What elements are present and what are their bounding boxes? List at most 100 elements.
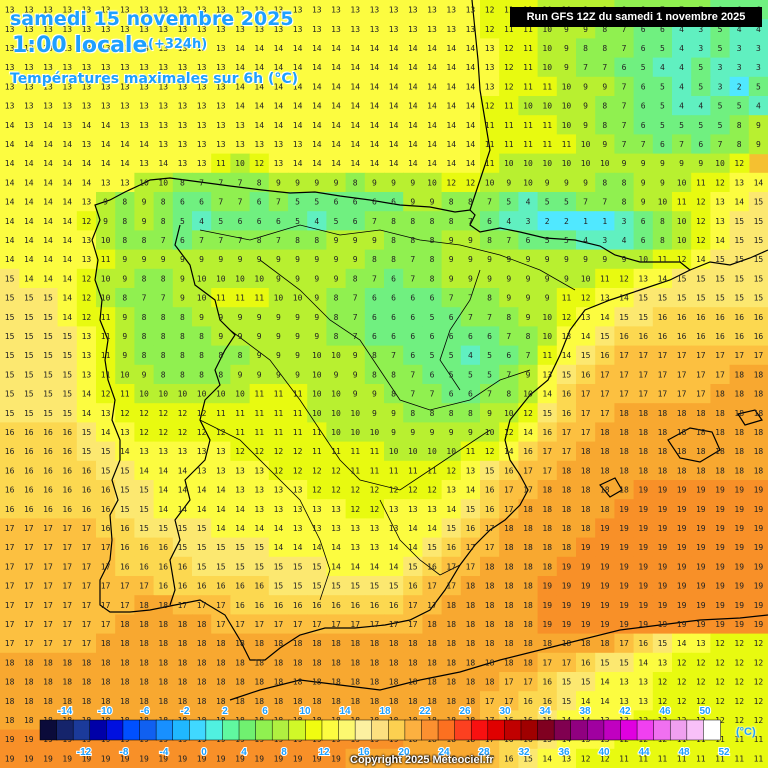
temperature-value: 2 (545, 217, 550, 226)
temperature-cell (38, 576, 59, 596)
temperature-cell (326, 480, 347, 500)
temperature-value: 12 (734, 658, 744, 667)
temperature-cell (633, 595, 654, 615)
temperature-cell (249, 556, 270, 577)
temperature-value: 19 (581, 601, 591, 610)
temperature-value: 14 (446, 44, 456, 53)
temperature-cell (364, 76, 385, 97)
temperature-value: 12 (581, 294, 591, 303)
temperature-cell (230, 576, 251, 596)
temperature-cell (38, 537, 59, 558)
temperature-value: 19 (178, 754, 188, 763)
temperature-value: 7 (199, 236, 204, 245)
temperature-value: 10 (446, 447, 456, 456)
temperature-cell (57, 422, 78, 443)
temperature-cell (76, 0, 97, 20)
temperature-cell (364, 748, 385, 768)
temperature-cell (19, 288, 39, 308)
temperature-value: 18 (235, 639, 245, 648)
temperature-cell (115, 38, 135, 59)
temperature-value: 15 (139, 505, 149, 514)
temperature-cell (307, 595, 327, 615)
temperature-cell (710, 748, 731, 768)
temperature-value: 19 (658, 505, 668, 514)
temperature-cell (172, 268, 193, 289)
temperature-value: 15 (178, 524, 188, 533)
temperature-value: 16 (542, 428, 552, 437)
temperature-value: 8 (122, 294, 127, 303)
temperature-value: 17 (523, 678, 533, 687)
temperature-value: 14 (331, 121, 341, 130)
temperature-cell (633, 384, 654, 404)
temperature-value: 14 (312, 140, 322, 149)
temperature-cell (172, 192, 193, 212)
temperature-value: 14 (389, 140, 399, 149)
temperature-value: 7 (410, 274, 415, 283)
temperature-value: 15 (754, 217, 764, 226)
temperature-cell (537, 460, 558, 481)
temperature-cell (652, 38, 673, 59)
temperature-value: 15 (120, 505, 130, 514)
temperature-value: 18 (197, 697, 207, 706)
temperature-cell (691, 134, 711, 155)
temperature-cell (403, 76, 423, 97)
temperature-value: 17 (754, 351, 764, 360)
temperature-cell (633, 326, 654, 347)
temperature-value: 13 (331, 6, 341, 15)
temperature-value: 8 (602, 25, 607, 34)
temperature-cell (672, 614, 692, 635)
temperature-value: 13 (5, 25, 15, 34)
temperature-cell (460, 230, 481, 251)
temperature-cell (153, 364, 174, 385)
temperature-value: 16 (677, 313, 687, 322)
temperature-value: 13 (62, 63, 72, 72)
temperature-value: 15 (312, 562, 322, 571)
temperature-value: 15 (658, 294, 668, 303)
temperature-value: 17 (216, 601, 226, 610)
temperature-value: 10 (235, 159, 245, 168)
temperature-cell (76, 403, 97, 423)
temperature-cell (230, 307, 251, 327)
temperature-cell (614, 134, 635, 155)
temperature-cell (249, 518, 270, 539)
temperature-cell (499, 480, 519, 500)
temperature-cell (691, 537, 711, 558)
temperature-cell (595, 192, 615, 212)
temperature-value: 7 (238, 236, 243, 245)
temperature-value: 8 (161, 332, 166, 341)
temperature-value: 9 (353, 255, 358, 264)
temperature-value: 14 (427, 121, 437, 130)
temperature-cell (422, 748, 443, 768)
temperature-value: 6 (410, 332, 415, 341)
temperature-value: 13 (600, 294, 610, 303)
temperature-cell (556, 614, 577, 635)
legend-swatch (271, 719, 290, 741)
temperature-cell (192, 96, 212, 116)
temperature-value: 9 (641, 159, 646, 168)
temperature-value: 12 (370, 486, 380, 495)
temperature-cell (556, 422, 577, 443)
temperature-value: 15 (734, 236, 744, 245)
temperature-value: 18 (523, 620, 533, 629)
temperature-cell (480, 153, 500, 174)
temperature-value: 18 (139, 639, 149, 648)
temperature-cell (633, 76, 654, 97)
temperature-cell (518, 249, 539, 270)
temperature-cell (345, 249, 366, 270)
temperature-value: 5 (430, 351, 435, 360)
temperature-cell (691, 384, 711, 404)
temperature-value: 17 (600, 370, 610, 379)
temperature-cell (153, 230, 174, 251)
temperature-value: 12 (331, 466, 341, 475)
legend-bottom-label: -4 (160, 747, 169, 758)
temperature-cell (345, 537, 366, 558)
temperature-cell (480, 249, 500, 270)
temperature-cell (403, 576, 423, 596)
coastlines-and-borders (91, 0, 768, 701)
temperature-cell (0, 556, 20, 577)
temperature-value: 7 (353, 332, 358, 341)
temperature-value: 12 (504, 44, 514, 53)
temperature-value: 9 (583, 178, 588, 187)
temperature-cell (576, 230, 596, 251)
temperature-value: 11 (504, 6, 514, 15)
